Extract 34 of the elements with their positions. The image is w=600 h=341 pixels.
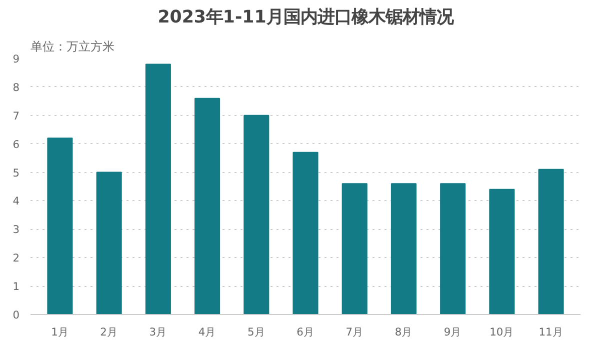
x-tick-label: 9月 (444, 326, 462, 338)
y-tick-label: 3 (12, 223, 20, 236)
y-tick-label: 5 (12, 166, 20, 180)
x-tick-label: 10月 (490, 326, 514, 338)
x-tick-label: 5月 (248, 326, 266, 338)
y-tick-label: 2 (12, 252, 20, 265)
y-tick-label: 4 (12, 194, 20, 208)
y-tick-label: 1 (12, 280, 20, 294)
chart-subtitle: 单位：万立方米 (30, 40, 114, 54)
y-tick-label: 9 (12, 52, 20, 66)
bar (96, 172, 122, 314)
x-tick-label: 1月 (51, 326, 69, 338)
x-tick-label: 6月 (296, 326, 314, 338)
y-tick-label: 6 (12, 138, 20, 151)
x-tick-label: 11月 (538, 326, 564, 338)
x-tick-label: 4月 (198, 326, 216, 338)
bar (342, 183, 368, 314)
bar (194, 98, 220, 314)
bar (489, 188, 515, 314)
chart-title: 2023年1-11月国内进口橡木锯材情况 (158, 8, 454, 28)
bar (538, 168, 564, 314)
x-tick-label: 2月 (100, 326, 118, 338)
x-tick-label: 3月 (149, 326, 168, 338)
x-tick-label: 7月 (346, 326, 364, 338)
y-tick-label: 0 (12, 308, 20, 322)
bar (47, 138, 73, 314)
bar (145, 64, 171, 314)
bar (390, 183, 416, 314)
bar (440, 183, 466, 314)
y-tick-label: 8 (12, 80, 20, 94)
y-tick-label: 7 (12, 109, 20, 122)
bar (292, 152, 318, 314)
x-tick-label: 8月 (394, 326, 413, 338)
bar (244, 114, 270, 314)
